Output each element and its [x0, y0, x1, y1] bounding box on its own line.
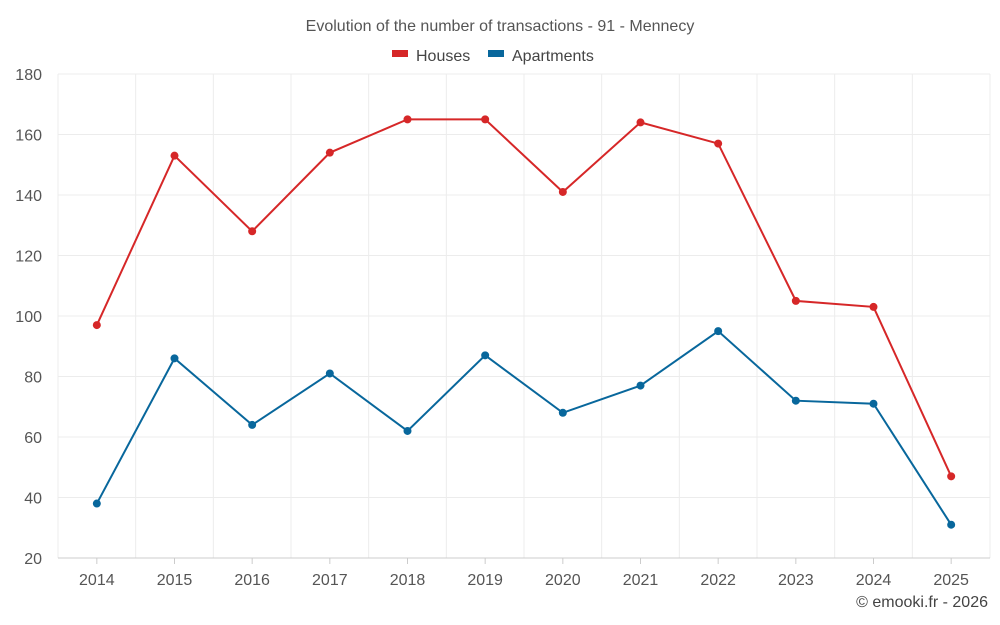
data-point-apartments[interactable]	[481, 351, 490, 360]
legend-label-houses[interactable]: Houses	[416, 48, 470, 65]
credit-text: © emooki.fr - 2026	[856, 594, 988, 611]
data-point-houses[interactable]	[714, 139, 723, 148]
data-point-apartments[interactable]	[714, 327, 723, 336]
x-tick-label: 2016	[234, 572, 270, 589]
data-point-apartments[interactable]	[248, 420, 257, 429]
gridlines	[57, 73, 991, 558]
y-tick-label: 180	[15, 67, 42, 84]
series-line-apartments	[95, 329, 953, 526]
y-tick-label: 80	[24, 370, 42, 387]
data-point-houses[interactable]	[481, 115, 490, 124]
data-point-apartments[interactable]	[325, 369, 334, 378]
legend-label-apartments[interactable]: Apartments	[512, 48, 594, 65]
data-point-houses[interactable]	[636, 118, 645, 127]
x-tick-label: 2014	[79, 572, 115, 589]
data-point-houses[interactable]	[403, 115, 412, 124]
data-point-apartments[interactable]	[92, 499, 101, 508]
data-point-houses[interactable]	[947, 472, 956, 481]
axes: 20 40 60 80 100 120 140 160 180 2014 2015 2016 2017 2…	[15, 67, 990, 589]
y-tick-label: 100	[15, 309, 42, 326]
data-point-houses[interactable]	[869, 302, 878, 311]
data-point-houses[interactable]	[325, 148, 334, 157]
data-point-houses[interactable]	[170, 151, 179, 160]
x-tick-label: 2017	[312, 572, 348, 589]
x-tick-label: 2015	[157, 572, 193, 589]
data-point-apartments[interactable]	[558, 408, 567, 417]
y-tick-label: 40	[24, 491, 42, 508]
x-tick-label: 2018	[390, 572, 426, 589]
data-point-apartments[interactable]	[869, 399, 878, 408]
data-point-houses[interactable]	[558, 187, 567, 196]
x-tick-label: 2024	[856, 572, 892, 589]
data-point-apartments[interactable]	[636, 381, 645, 390]
legend-swatch-houses	[392, 50, 408, 57]
data-point-apartments[interactable]	[947, 520, 956, 529]
y-tick-label: 60	[24, 430, 42, 447]
y-tick-label: 160	[15, 128, 42, 145]
data-point-houses[interactable]	[791, 296, 800, 305]
series-line-houses	[95, 118, 953, 477]
data-point-houses[interactable]	[92, 321, 101, 330]
legend: Houses Apartments	[392, 48, 594, 65]
x-tick-label: 2019	[467, 572, 503, 589]
x-tick-label: 2022	[700, 572, 736, 589]
y-tick-label: 140	[15, 188, 42, 205]
chart-title: Evolution of the number of transactions …	[306, 18, 695, 35]
y-tick-label: 20	[24, 551, 42, 568]
series	[92, 115, 956, 529]
data-point-apartments[interactable]	[403, 426, 412, 435]
data-point-houses[interactable]	[248, 227, 257, 236]
x-tick-label: 2021	[623, 572, 659, 589]
legend-swatch-apartments	[488, 50, 504, 57]
x-tick-label: 2020	[545, 572, 581, 589]
y-tick-label: 120	[15, 249, 42, 266]
data-point-apartments[interactable]	[791, 396, 800, 405]
x-tick-label: 2025	[933, 572, 969, 589]
x-tick-label: 2023	[778, 572, 814, 589]
data-point-apartments[interactable]	[170, 354, 179, 363]
